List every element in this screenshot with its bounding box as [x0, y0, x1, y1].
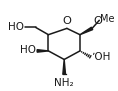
- Polygon shape: [80, 27, 93, 35]
- Text: ʼOH: ʼOH: [91, 52, 111, 62]
- Text: NH₂: NH₂: [54, 78, 74, 88]
- Text: HO: HO: [20, 45, 36, 55]
- Polygon shape: [63, 60, 65, 74]
- Text: Me: Me: [100, 14, 115, 24]
- Text: HO: HO: [8, 22, 24, 32]
- Text: O: O: [93, 16, 102, 26]
- Text: O: O: [62, 16, 71, 26]
- Polygon shape: [37, 50, 48, 52]
